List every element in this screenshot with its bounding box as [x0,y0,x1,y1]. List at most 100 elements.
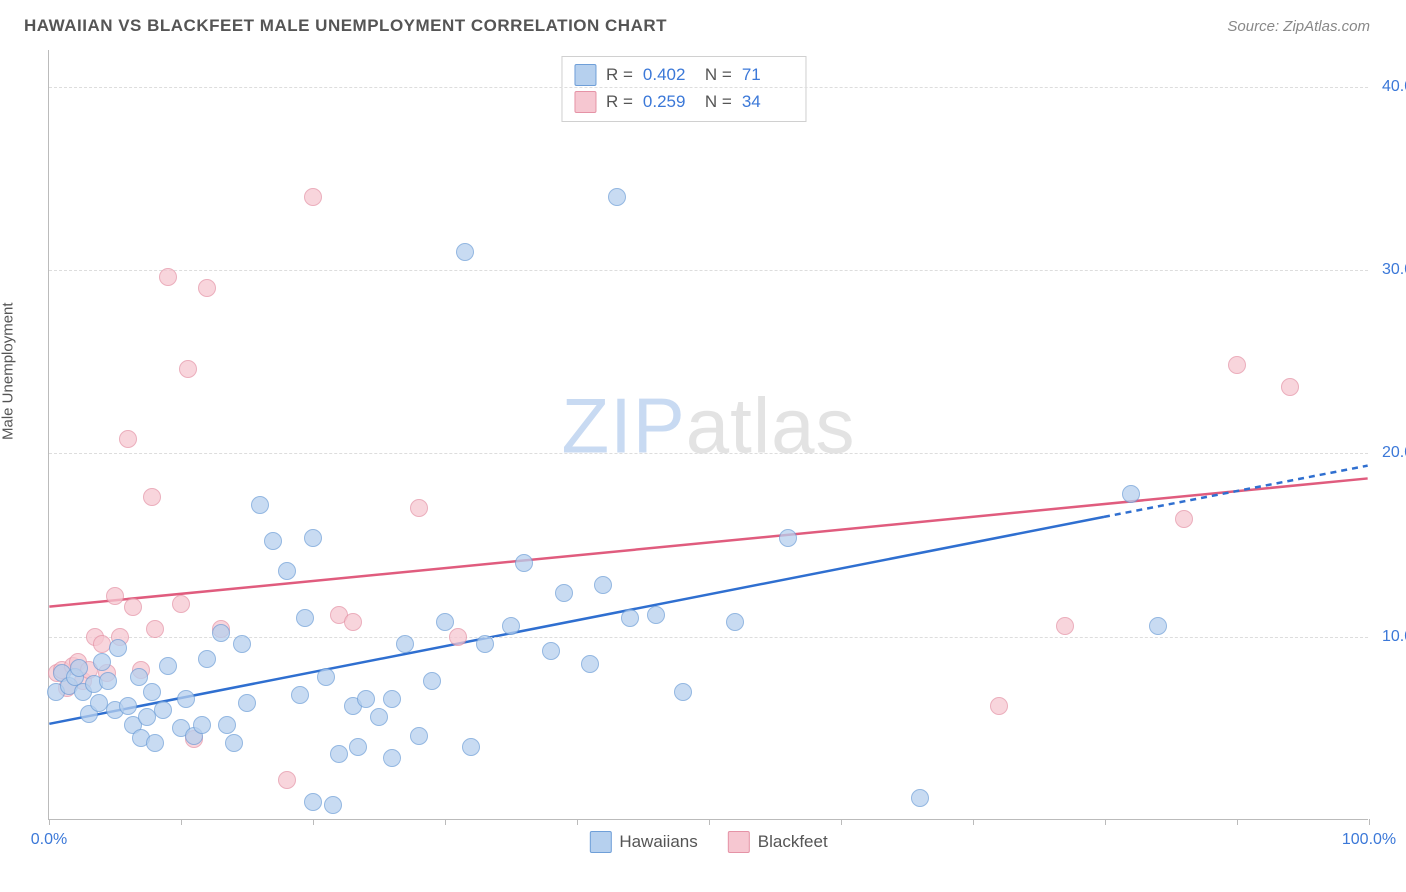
blackfeet-point [146,620,164,638]
hawaiians-point [502,617,520,635]
legend-item-hawaiians: Hawaiians [589,831,697,853]
y-tick-label: 40.0% [1372,78,1406,96]
trend-line [1104,466,1368,517]
x-tick-label: 0.0% [31,831,67,849]
x-tick [1237,819,1238,825]
series-legend: Hawaiians Blackfeet [589,831,827,853]
hawaiians-point [436,613,454,631]
y-tick-label: 10.0% [1372,628,1406,646]
legend-label: Hawaiians [619,832,697,852]
hawaiians-point [621,609,639,627]
blackfeet-point [1175,510,1193,528]
blackfeet-point [1228,356,1246,374]
hawaiians-point [370,708,388,726]
hawaiians-point [555,584,573,602]
hawaiians-point [159,657,177,675]
hawaiians-point [225,734,243,752]
x-tick [49,819,50,825]
hawaiians-point [383,749,401,767]
gridline [49,453,1368,454]
x-tick [709,819,710,825]
watermark-zip: ZIP [561,381,685,469]
hawaiians-point [462,738,480,756]
hawaiians-point [581,655,599,673]
stat-value-n: 71 [742,61,794,88]
hawaiians-point [324,796,342,814]
hawaiians-point [278,562,296,580]
hawaiians-point [238,694,256,712]
hawaiians-point [647,606,665,624]
chart-title: HAWAIIAN VS BLACKFEET MALE UNEMPLOYMENT … [24,16,667,36]
hawaiians-point [212,624,230,642]
stat-label-n: N = [705,88,732,115]
hawaiians-point [146,734,164,752]
x-tick [445,819,446,825]
hawaiians-point [251,496,269,514]
hawaiians-point [911,789,929,807]
watermark-atlas: atlas [686,381,856,469]
blackfeet-point [106,587,124,605]
hawaiians-point [70,659,88,677]
hawaiians-point [317,668,335,686]
stat-value-n: 34 [742,88,794,115]
x-tick-label: 100.0% [1342,831,1396,849]
source-attribution: Source: ZipAtlas.com [1227,18,1370,35]
blackfeet-point [344,613,362,631]
hawaiians-point [233,635,251,653]
source-prefix: Source: [1227,18,1283,35]
x-tick [313,819,314,825]
watermark: ZIPatlas [561,380,855,471]
hawaiians-point [119,697,137,715]
hawaiians-point [143,683,161,701]
stat-label-n: N = [705,61,732,88]
blackfeet-point [124,598,142,616]
hawaiians-point [1122,485,1140,503]
x-tick [181,819,182,825]
stats-row-hawaiians: R =0.402N =71 [574,61,794,88]
hawaiians-point [330,745,348,763]
hawaiians-point [218,716,236,734]
stat-label-r: R = [606,61,633,88]
source-link[interactable]: ZipAtlas.com [1283,18,1370,35]
blackfeet-point [1281,378,1299,396]
y-axis-label: Male Unemployment [0,302,17,440]
x-tick [577,819,578,825]
y-tick-label: 30.0% [1372,261,1406,279]
chart-container: HAWAIIAN VS BLACKFEET MALE UNEMPLOYMENT … [0,0,1406,892]
gridline [49,270,1368,271]
hawaiians-point [130,668,148,686]
hawaiians-point [423,672,441,690]
hawaiians-point [99,672,117,690]
blackfeet-point [990,697,1008,715]
x-tick [1105,819,1106,825]
hawaiians-point [515,554,533,572]
hawaiians-point [304,793,322,811]
legend-label: Blackfeet [758,832,828,852]
trend-line [49,517,1104,724]
hawaiians-point [594,576,612,594]
y-tick-label: 20.0% [1372,444,1406,462]
blackfeet-point [179,360,197,378]
blackfeet-point [159,268,177,286]
blackfeet-point [410,499,428,517]
blackfeet-point [449,628,467,646]
hawaiians-point [291,686,309,704]
hawaiians-point [396,635,414,653]
legend-item-blackfeet: Blackfeet [728,831,828,853]
blackfeet-point [143,488,161,506]
scatter-plot-area: ZIPatlas R =0.402N =71R =0.259N =34 Hawa… [48,50,1368,820]
blackfeet-point [198,279,216,297]
x-tick [1369,819,1370,825]
hawaiians-point [726,613,744,631]
legend-swatch [574,64,596,86]
stat-label-r: R = [606,88,633,115]
stat-value-r: 0.259 [643,88,695,115]
hawaiians-point [608,188,626,206]
hawaiians-point [456,243,474,261]
legend-swatch [574,91,596,113]
hawaiians-point [476,635,494,653]
hawaiians-point [193,716,211,734]
stats-row-blackfeet: R = 0.259 N = 34 [574,88,794,115]
gridline [49,87,1368,88]
hawaiians-point [154,701,172,719]
